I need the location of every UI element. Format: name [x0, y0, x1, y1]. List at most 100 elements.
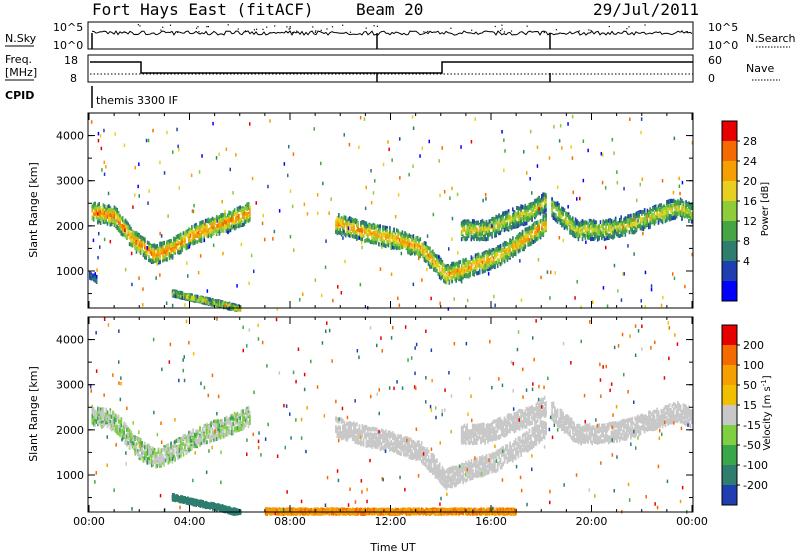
echo-cell [159, 241, 161, 246]
scatter-cell [291, 204, 294, 209]
echo-cell [213, 300, 215, 305]
scatter-cell [322, 181, 324, 186]
echo-cell [405, 241, 408, 246]
echo-cell [178, 235, 181, 240]
echo-cell [353, 218, 355, 223]
echo-cell [441, 271, 444, 276]
echo-cell [485, 263, 488, 268]
echo-cell [524, 230, 527, 235]
echo-cell [99, 422, 102, 427]
echo-cell [580, 222, 582, 227]
echo-cell [243, 222, 246, 227]
echo-cell [664, 206, 667, 211]
echo-cell [174, 242, 176, 247]
noise-search-point [256, 28, 258, 30]
echo-cell [458, 270, 460, 275]
echo-cell [103, 211, 106, 215]
noise-search-point [608, 25, 610, 28]
echo-cell [477, 263, 480, 267]
echo-cell [144, 251, 146, 256]
echo-cell [365, 231, 368, 236]
echo-cell [480, 264, 482, 269]
echo-cell [375, 225, 377, 230]
echo-cell [609, 220, 611, 225]
echo-cell [378, 234, 380, 239]
echo-cell [103, 215, 106, 220]
scatter-cell [491, 224, 493, 228]
scatter-cell [155, 276, 157, 280]
scatter-cell [514, 211, 516, 215]
echo-cell [371, 239, 373, 244]
echo-cell [438, 256, 441, 261]
echo-cell [531, 211, 533, 216]
scatter-cell [639, 182, 641, 187]
echo-cell [505, 210, 507, 215]
echo-cell [542, 217, 545, 222]
echo-cell [454, 276, 456, 281]
y-tick-label: 1000 [56, 265, 84, 278]
echo-cell [561, 214, 563, 219]
echo-cell [445, 264, 448, 269]
echo-cell [192, 231, 194, 236]
echo-cell [197, 234, 200, 239]
echo-cell [220, 304, 222, 309]
echo-cell [243, 208, 246, 212]
echo-cell [590, 221, 592, 225]
echo-cell [505, 225, 507, 230]
echo-cell [176, 291, 178, 295]
echo-cell [121, 226, 124, 231]
echo-cell [520, 220, 522, 224]
echo-cell [233, 208, 236, 213]
echo-cell [496, 226, 499, 231]
scatter-cell [682, 201, 685, 206]
scatter-cell [359, 282, 362, 287]
echo-cell [534, 235, 536, 240]
echo-cell [495, 231, 497, 236]
echo-cell [534, 225, 536, 230]
echo-cell [351, 222, 354, 227]
echo-cell [588, 218, 591, 223]
echo-cell [197, 231, 200, 235]
echo-cell [239, 307, 242, 312]
scatter-cell [558, 139, 561, 143]
echo-cell [101, 410, 103, 415]
echo-cell [471, 235, 474, 240]
echo-cell [489, 223, 492, 228]
echo-cell [599, 220, 602, 225]
echo-cell [507, 216, 510, 221]
echo-cell [605, 230, 607, 235]
echo-cell [362, 234, 365, 238]
echo-cell [572, 216, 574, 221]
echo-cell [466, 273, 469, 278]
echo-cell [663, 215, 665, 220]
echo-cell [144, 242, 146, 247]
noise-search-point [494, 25, 496, 28]
echo-cell [574, 232, 577, 237]
echo-cell [574, 229, 577, 234]
echo-cell [528, 206, 531, 211]
echo-cell [488, 219, 491, 224]
echo-cell [577, 229, 580, 234]
echo-cell [231, 302, 233, 307]
echo-cell [170, 239, 172, 244]
echo-cell [566, 226, 569, 231]
echo-cell [397, 242, 399, 247]
echo-cell [462, 275, 464, 280]
echo-cell [545, 217, 547, 222]
echo-cell [531, 201, 533, 206]
scatter-cell [142, 303, 144, 307]
echo-cell [347, 217, 350, 222]
echo-cell [635, 227, 638, 231]
echo-cell [418, 250, 420, 255]
echo-cell [481, 231, 484, 236]
echo-cell [456, 263, 459, 268]
echo-cell [390, 242, 393, 247]
echo-cell [382, 238, 384, 243]
echo-cell [238, 214, 240, 218]
echo-cell [402, 240, 405, 245]
scatter-cell [576, 280, 578, 284]
echo-cell [494, 252, 496, 257]
echo-cell [101, 214, 103, 219]
echo-cell [218, 231, 221, 236]
scatter-cell [529, 177, 531, 181]
